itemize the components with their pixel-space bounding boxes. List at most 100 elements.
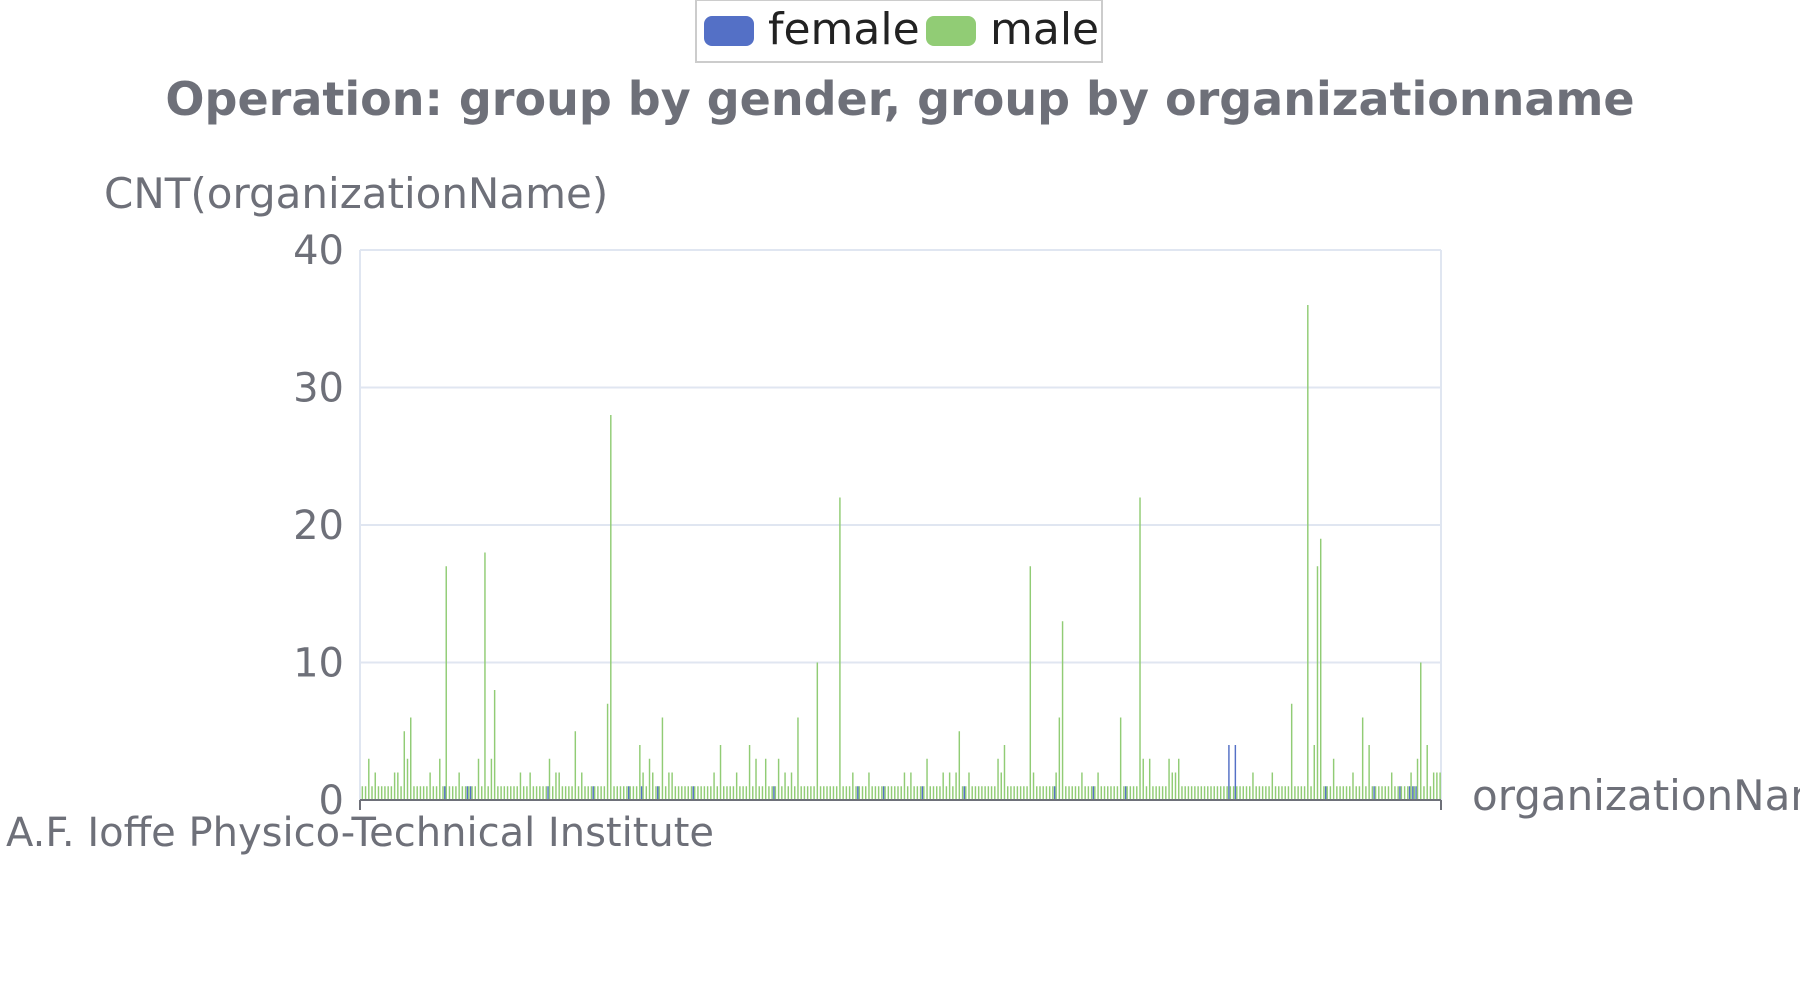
bar-male: [597, 786, 599, 800]
legend-swatch-female[interactable]: [704, 16, 754, 46]
bar-male: [687, 786, 689, 800]
bar-male: [706, 786, 709, 800]
bar-male: [942, 772, 944, 800]
bar-female: [657, 786, 659, 800]
x-axis-label: organizationName: [1472, 771, 1800, 820]
bar-male: [439, 758, 441, 800]
bar-male: [490, 758, 493, 800]
bar-male: [503, 786, 506, 800]
bar-male: [903, 772, 906, 800]
bar-male: [629, 786, 631, 800]
bar-male: [752, 786, 754, 800]
bar-male: [868, 772, 870, 800]
bar-male: [1148, 758, 1151, 800]
bar-male: [561, 786, 564, 800]
bar-female: [963, 786, 966, 800]
legend-label-female[interactable]: female: [768, 4, 920, 55]
bar-male: [826, 786, 828, 800]
bar-male: [1119, 717, 1122, 800]
bar-male: [500, 786, 502, 800]
bar-male: [926, 758, 928, 800]
bar-male: [577, 786, 580, 800]
bar-male: [1371, 786, 1374, 800]
bar-male: [616, 786, 618, 800]
bar-male: [984, 786, 986, 800]
bar-male: [510, 786, 512, 800]
bar-male: [1365, 786, 1367, 800]
bar-male: [1345, 786, 1348, 800]
bar-male: [542, 786, 544, 800]
bar-female: [592, 786, 594, 800]
bar-male: [535, 786, 538, 800]
bar-male: [677, 786, 680, 800]
bar-male: [1339, 786, 1341, 800]
bar-female: [627, 786, 630, 800]
bar-male: [1142, 758, 1144, 800]
bar-male: [1113, 786, 1115, 800]
bar-male: [1126, 786, 1128, 800]
bar-male: [977, 786, 980, 800]
y-tick-label: 10: [293, 641, 344, 687]
bar-male: [877, 786, 880, 800]
bar-male: [642, 772, 644, 800]
bar-male: [1123, 786, 1125, 800]
bar-male: [1165, 786, 1167, 800]
bar-male: [1174, 772, 1177, 800]
bar-male: [897, 786, 899, 800]
bar-male: [684, 786, 686, 800]
bar-male: [1271, 772, 1274, 800]
bar-male: [1019, 786, 1022, 800]
bar-male: [1213, 786, 1215, 800]
bar-female: [469, 786, 472, 800]
bar-male: [1287, 786, 1290, 800]
bar-male: [1094, 786, 1096, 800]
bar-male: [1197, 786, 1199, 800]
bar-male: [881, 786, 883, 800]
bar-male: [668, 772, 670, 800]
bar-male: [771, 786, 773, 800]
bar-male: [861, 786, 864, 800]
legend[interactable]: female male: [695, 0, 1103, 63]
bar-male: [364, 786, 367, 800]
bar-male: [368, 758, 370, 800]
bar-male: [516, 786, 518, 800]
legend-label-male[interactable]: male: [990, 4, 1099, 55]
bar-male: [1097, 772, 1099, 800]
bar-male: [581, 772, 583, 800]
bar-male: [1390, 772, 1393, 800]
bar-male: [487, 786, 489, 800]
bar-male: [768, 786, 770, 800]
bar-male: [1039, 786, 1041, 800]
bar-male: [832, 786, 835, 800]
bar-male: [1319, 538, 1322, 800]
bar-male: [484, 552, 486, 800]
bar-male: [835, 786, 838, 800]
bar-male: [1255, 786, 1257, 800]
bar-male: [845, 786, 848, 800]
bar-male: [842, 786, 844, 800]
bar-female: [1234, 745, 1237, 800]
bar-male: [1355, 786, 1357, 800]
bar-male: [1029, 566, 1032, 800]
bar-male: [823, 786, 825, 800]
bar-male: [410, 717, 412, 800]
bar-male: [1252, 772, 1254, 800]
bar-male: [1329, 786, 1332, 800]
bar-female: [547, 786, 549, 800]
bar-male: [380, 786, 383, 800]
bar-male: [1297, 786, 1299, 800]
bar-male: [1219, 786, 1222, 800]
bar-male: [419, 786, 422, 800]
legend-swatch-male[interactable]: [926, 16, 976, 46]
bar-male: [839, 497, 841, 800]
bar-male: [1052, 786, 1054, 800]
bar-male: [1187, 786, 1190, 800]
bar-male: [1429, 786, 1432, 800]
bar-male: [981, 786, 983, 800]
bar-male: [1216, 786, 1219, 800]
bar-male: [1336, 786, 1338, 800]
bar-male: [413, 786, 415, 800]
bar-female: [857, 786, 859, 800]
bar-male: [400, 786, 402, 800]
bar-male: [1413, 786, 1416, 800]
